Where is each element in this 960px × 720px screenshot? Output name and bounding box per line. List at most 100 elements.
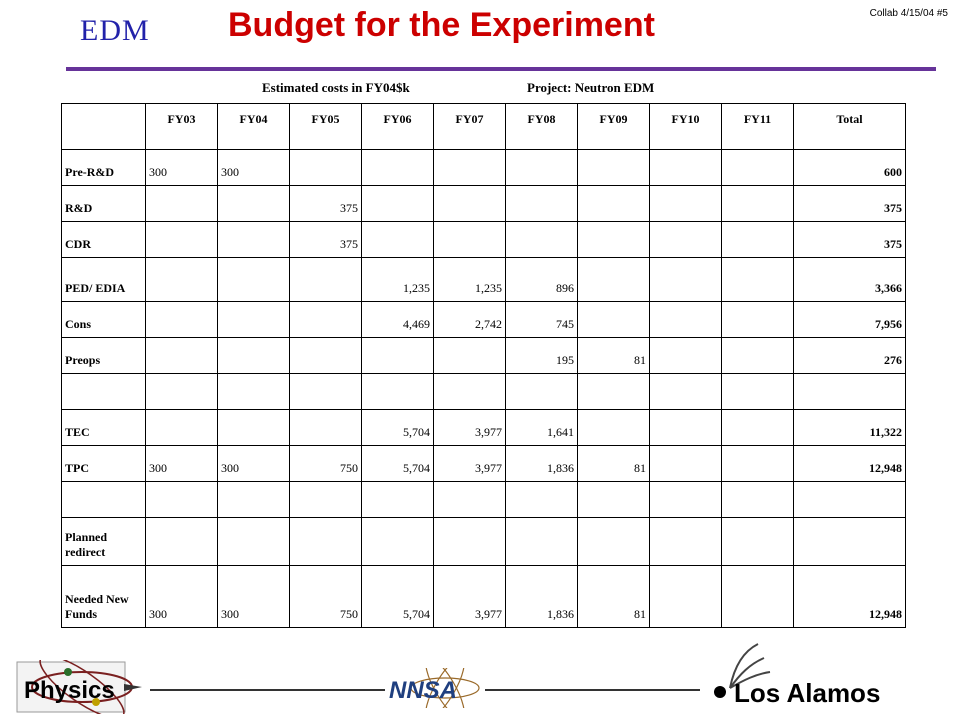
table-cell <box>721 185 794 222</box>
total-cell: 3,366 <box>793 257 906 302</box>
table-cell <box>577 409 650 446</box>
table-cell: 3,977 <box>433 445 506 482</box>
footer-line-right <box>485 689 700 691</box>
total-cell: 375 <box>793 185 906 222</box>
table-cell <box>505 517 578 566</box>
edm-label: EDM <box>80 14 150 47</box>
table-cell <box>721 409 794 446</box>
total-cell: 276 <box>793 337 906 374</box>
table-cell <box>145 257 218 302</box>
total-cell: 7,956 <box>793 301 906 338</box>
table-header-row: FY03 FY04 FY05 FY06 FY07 FY08 FY09 FY10 … <box>61 103 906 150</box>
total-cell: 600 <box>793 149 906 186</box>
slide-id: Collab 4/15/04 #5 <box>869 8 948 19</box>
table-cell <box>217 185 290 222</box>
table-cell <box>505 149 578 186</box>
table-row: Cons 4,469 2,742 745 7,956 <box>61 301 906 338</box>
table-cell <box>433 149 506 186</box>
table-cell <box>721 149 794 186</box>
table-cell: 3,977 <box>433 565 506 628</box>
table-cell: 4,469 <box>361 301 434 338</box>
column-header <box>61 103 146 150</box>
table-cell <box>721 257 794 302</box>
table-cell <box>577 221 650 258</box>
table-cell: 1,836 <box>505 445 578 482</box>
table-cell: 1,641 <box>505 409 578 446</box>
total-cell <box>793 373 906 410</box>
table-cell <box>577 517 650 566</box>
table-cell <box>289 301 362 338</box>
table-cell: 300 <box>217 445 290 482</box>
table-cell: 5,704 <box>361 409 434 446</box>
row-label: Needed New Funds <box>61 565 146 628</box>
column-header: FY03 <box>145 103 218 150</box>
nnsa-logo-text: NNSA <box>389 677 457 704</box>
row-label: Cons <box>61 301 146 338</box>
table-row: PED/ EDIA 1,235 1,235 896 3,366 <box>61 257 906 302</box>
table-cell <box>577 481 650 518</box>
row-label: Pre-R&D <box>61 149 146 186</box>
budget-table: FY03 FY04 FY05 FY06 FY07 FY08 FY09 FY10 … <box>61 103 906 628</box>
table-cell: 195 <box>505 337 578 374</box>
total-cell: 11,322 <box>793 409 906 446</box>
table-cell <box>433 185 506 222</box>
table-cell <box>577 149 650 186</box>
table-row: Planned redirect <box>61 517 906 566</box>
cost-basis-label: Estimated costs in FY04$k <box>262 80 410 95</box>
table-row <box>61 373 906 410</box>
table-cell <box>361 149 434 186</box>
table-cell: 300 <box>217 565 290 628</box>
table-cell: 375 <box>289 185 362 222</box>
table-cell <box>721 565 794 628</box>
table-row: Preops 195 81 276 <box>61 337 906 374</box>
table-row: TPC 300 300 750 5,704 3,977 1,836 81 12,948 <box>61 445 906 482</box>
title-divider <box>66 67 936 71</box>
column-header: FY11 <box>721 103 794 150</box>
table-cell <box>721 337 794 374</box>
table-cell: 5,704 <box>361 565 434 628</box>
row-label: TEC <box>61 409 146 446</box>
table-cell: 1,235 <box>433 257 506 302</box>
table-cell <box>289 337 362 374</box>
table-cell <box>649 409 722 446</box>
table-cell <box>217 481 290 518</box>
column-header: FY09 <box>577 103 650 150</box>
table-cell <box>145 185 218 222</box>
table-cell <box>361 481 434 518</box>
total-cell: 12,948 <box>793 565 906 628</box>
los-alamos-logo-text: Los Alamos <box>734 678 880 708</box>
table-cell <box>721 445 794 482</box>
column-header: FY05 <box>289 103 362 150</box>
table-cell <box>433 337 506 374</box>
row-label: R&D <box>61 185 146 222</box>
table-cell <box>361 517 434 566</box>
table-cell: 375 <box>289 221 362 258</box>
table-cell <box>217 221 290 258</box>
table-row: Pre-R&D 300 300 600 <box>61 149 906 186</box>
table-cell <box>145 221 218 258</box>
total-cell <box>793 481 906 518</box>
table-cell: 1,836 <box>505 565 578 628</box>
physics-logo-text: Physics <box>24 677 115 704</box>
footer-line-left <box>150 689 385 691</box>
total-cell: 12,948 <box>793 445 906 482</box>
total-cell: 375 <box>793 221 906 258</box>
column-header: FY06 <box>361 103 434 150</box>
table-cell <box>289 257 362 302</box>
table-cell <box>721 517 794 566</box>
table-cell <box>289 149 362 186</box>
table-cell <box>217 337 290 374</box>
row-label <box>61 481 146 518</box>
total-cell <box>793 517 906 566</box>
table-cell <box>145 373 218 410</box>
row-label <box>61 373 146 410</box>
table-cell: 750 <box>289 445 362 482</box>
table-cell <box>361 337 434 374</box>
los-alamos-logo: Los Alamos <box>714 643 880 708</box>
table-cell <box>145 337 218 374</box>
table-cell <box>505 481 578 518</box>
table-cell: 300 <box>217 149 290 186</box>
table-cell <box>217 301 290 338</box>
table-cell <box>217 257 290 302</box>
table-cell <box>289 481 362 518</box>
